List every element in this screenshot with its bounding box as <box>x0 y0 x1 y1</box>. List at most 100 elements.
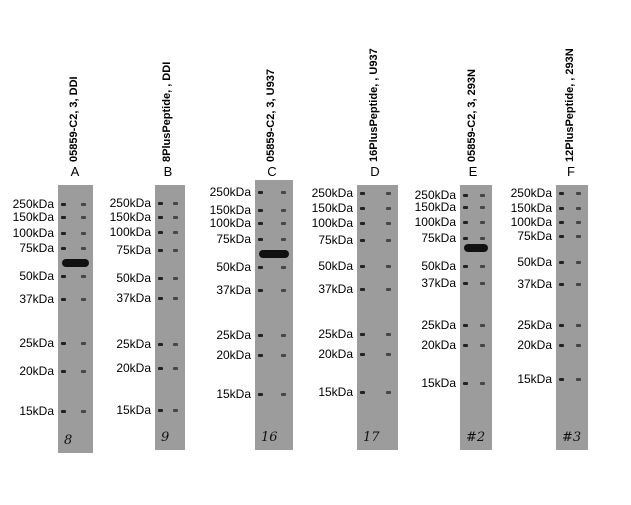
ladder-band <box>81 216 86 219</box>
ladder-band <box>386 207 391 210</box>
ladder-band <box>61 247 66 250</box>
ladder-band <box>463 237 468 240</box>
ladder-band <box>360 207 365 210</box>
marker-label: 100kDa <box>414 215 456 229</box>
ladder-band <box>386 288 391 291</box>
ladder-band <box>158 297 163 300</box>
ladder-band <box>463 324 468 327</box>
marker-label: 100kDa <box>311 216 353 230</box>
ladder-band <box>386 353 391 356</box>
marker-label: 15kDa <box>318 385 353 399</box>
marker-label: 50kDa <box>116 271 151 285</box>
marker-label: 15kDa <box>19 404 54 418</box>
ladder-band <box>559 207 564 210</box>
ladder-band <box>559 324 564 327</box>
ladder-band <box>281 334 286 337</box>
marker-label: 100kDa <box>109 225 151 239</box>
ladder-band <box>559 378 564 381</box>
marker-label: 25kDa <box>318 327 353 341</box>
ladder-band <box>463 282 468 285</box>
ladder-band <box>576 235 581 238</box>
ladder-band <box>61 275 66 278</box>
ladder-band <box>576 378 581 381</box>
marker-label: 75kDa <box>116 243 151 257</box>
ladder-band <box>158 249 163 252</box>
ladder-band <box>258 393 263 396</box>
ladder-band <box>173 297 178 300</box>
marker-label: 25kDa <box>116 337 151 351</box>
marker-label: 50kDa <box>517 255 552 269</box>
ladder-band <box>173 409 178 412</box>
ladder-band <box>576 344 581 347</box>
ladder-band <box>360 353 365 356</box>
lane-title: 05859-C2, 3, 293N <box>466 69 478 162</box>
ladder-band <box>480 237 485 240</box>
ladder-band <box>81 342 86 345</box>
ladder-band <box>281 209 286 212</box>
marker-label: 50kDa <box>216 260 251 274</box>
ladder-band <box>158 367 163 370</box>
ladder-band <box>173 249 178 252</box>
ladder-band <box>258 191 263 194</box>
ladder-band <box>173 367 178 370</box>
ladder-band <box>480 194 485 197</box>
lane-letter: F <box>567 164 575 179</box>
ladder-band <box>576 207 581 210</box>
marker-label: 250kDa <box>209 185 251 199</box>
marker-label: 150kDa <box>510 201 552 215</box>
ladder-band <box>281 266 286 269</box>
ladder-band <box>281 222 286 225</box>
protein-band <box>464 244 488 252</box>
ladder-band <box>576 192 581 195</box>
marker-label: 37kDa <box>421 276 456 290</box>
ladder-band <box>158 216 163 219</box>
ladder-band <box>281 238 286 241</box>
marker-label: 50kDa <box>318 259 353 273</box>
ladder-band <box>258 266 263 269</box>
ladder-band <box>559 192 564 195</box>
ladder-band <box>173 202 178 205</box>
marker-label: 25kDa <box>517 318 552 332</box>
lane-note: #3 <box>562 430 582 445</box>
marker-label: 15kDa <box>216 387 251 401</box>
ladder-band <box>258 354 263 357</box>
marker-label: 150kDa <box>109 210 151 224</box>
ladder-band <box>480 282 485 285</box>
ladder-band <box>559 283 564 286</box>
ladder-band <box>158 231 163 234</box>
blot-lane <box>460 185 492 450</box>
ladder-band <box>360 265 365 268</box>
marker-label: 37kDa <box>517 277 552 291</box>
marker-label: 20kDa <box>116 361 151 375</box>
ladder-band <box>81 298 86 301</box>
ladder-band <box>81 410 86 413</box>
marker-label: 25kDa <box>421 318 456 332</box>
lane-title: 12PlusPeptide, , 293N <box>564 48 576 162</box>
lane-title: 16PlusPeptide, , U937 <box>368 48 380 162</box>
marker-label: 15kDa <box>421 376 456 390</box>
ladder-band <box>281 393 286 396</box>
ladder-band <box>258 238 263 241</box>
ladder-band <box>258 289 263 292</box>
ladder-band <box>480 206 485 209</box>
ladder-band <box>173 343 178 346</box>
ladder-band <box>61 370 66 373</box>
ladder-band <box>81 247 86 250</box>
blot-lane <box>556 185 588 450</box>
ladder-band <box>173 277 178 280</box>
marker-label: 20kDa <box>421 338 456 352</box>
marker-label: 20kDa <box>216 348 251 362</box>
protein-band <box>62 259 89 267</box>
lane-letter: B <box>163 164 173 179</box>
marker-label: 250kDa <box>109 196 151 210</box>
ladder-band <box>81 203 86 206</box>
ladder-band <box>61 232 66 235</box>
ladder-band <box>480 324 485 327</box>
lane-letter: E <box>468 164 478 179</box>
ladder-band <box>386 391 391 394</box>
marker-label: 100kDa <box>209 216 251 230</box>
ladder-band <box>386 265 391 268</box>
marker-label: 150kDa <box>414 200 456 214</box>
ladder-band <box>61 203 66 206</box>
lane-title: 05859-C2, 3, DDI <box>68 76 80 162</box>
